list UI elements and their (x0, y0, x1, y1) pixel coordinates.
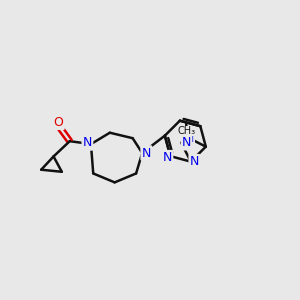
Text: N: N (83, 136, 92, 149)
Text: N: N (163, 151, 172, 164)
Text: N: N (184, 132, 194, 145)
Text: O: O (54, 116, 64, 129)
Text: N: N (142, 146, 151, 160)
Text: N: N (190, 155, 199, 168)
Text: N: N (182, 136, 191, 149)
Text: CH₃: CH₃ (177, 126, 195, 136)
